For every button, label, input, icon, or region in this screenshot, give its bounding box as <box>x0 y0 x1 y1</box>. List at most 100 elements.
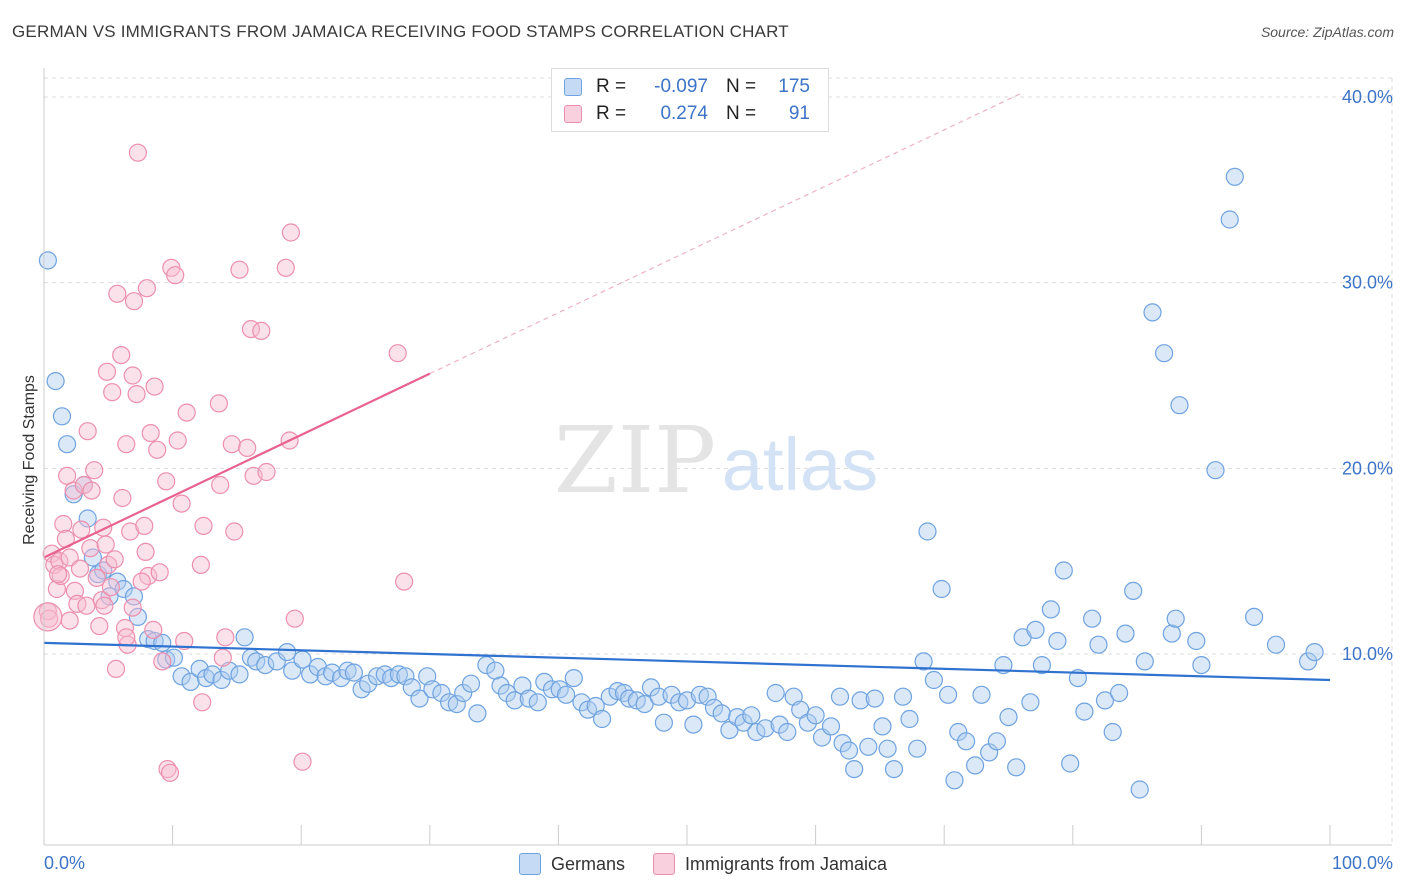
data-point-germans <box>128 607 147 627</box>
data-point-germans <box>918 522 937 541</box>
data-point-germans <box>712 704 731 723</box>
data-point-jamaica <box>124 292 144 311</box>
data-point-germans <box>212 670 231 690</box>
data-point-jamaica <box>64 481 83 500</box>
data-point-germans <box>247 652 266 671</box>
data-point-germans <box>999 707 1018 727</box>
data-point-jamaica <box>193 693 212 712</box>
data-point-jamaica <box>113 488 132 508</box>
data-point-germans <box>592 709 612 729</box>
data-point-germans <box>468 704 487 723</box>
data-point-germans <box>1244 607 1264 627</box>
data-point-jamaica <box>97 362 117 381</box>
data-point-germans <box>924 670 944 690</box>
data-point-germans <box>432 683 451 703</box>
x-tick-label: 0.0% <box>44 853 85 873</box>
data-point-germans <box>932 579 951 599</box>
data-point-germans <box>572 693 591 712</box>
data-point-jamaica <box>148 440 167 459</box>
data-point-germans <box>454 683 473 703</box>
data-point-jamaica <box>105 550 124 569</box>
data-point-germans <box>1082 609 1102 628</box>
data-point-germans <box>865 689 884 708</box>
data-point-jamaica <box>72 520 91 539</box>
data-point-jamaica <box>191 555 210 575</box>
data-point-jamaica <box>87 568 106 588</box>
data-point-jamaica <box>213 648 232 667</box>
data-point-germans <box>873 717 892 736</box>
series-legend-label: Immigrants from Jamaica <box>684 853 888 874</box>
data-point-germans <box>338 661 357 680</box>
legend-swatch-blue <box>564 78 582 96</box>
series-legend: Germans Immigrants from Jamaica <box>0 853 1406 875</box>
data-point-jamaica <box>211 475 230 495</box>
data-point-germans <box>542 680 562 699</box>
data-point-germans <box>267 652 286 671</box>
data-point-jamaica <box>144 620 163 640</box>
legend-r-value: -0.097 <box>654 76 708 97</box>
data-point-germans <box>447 694 466 714</box>
data-point-germans <box>756 719 775 738</box>
data-point-germans <box>1021 693 1040 712</box>
data-point-germans <box>278 642 297 662</box>
legend-r-value: 0.274 <box>660 103 708 124</box>
watermark-zip: ZIP <box>554 407 716 514</box>
data-point-germans <box>945 771 964 790</box>
data-point-germans <box>770 715 789 734</box>
data-point-germans <box>1170 396 1189 415</box>
data-point-germans <box>900 709 919 729</box>
data-point-jamaica <box>82 481 101 500</box>
data-point-germans <box>505 691 524 710</box>
data-point-germans <box>556 685 576 704</box>
data-point-germans <box>235 628 254 647</box>
data-point-jamaica <box>132 572 151 591</box>
legend-r-label: R = <box>596 103 627 124</box>
data-point-germans <box>519 689 538 708</box>
data-point-jamaica <box>238 438 257 457</box>
legend-row-jamaica: R = 0.274 N = 91 <box>564 102 810 126</box>
data-point-germans <box>956 732 976 751</box>
legend-n-label: N = <box>726 103 757 124</box>
legend-row-germans: R = -0.097 N = 175 <box>564 75 810 99</box>
series-legend-jamaica[interactable]: Immigrants from Jamaica <box>652 853 888 875</box>
data-point-jamaica <box>285 609 304 628</box>
y-tick-label: 30.0% <box>1342 273 1393 293</box>
data-point-jamaica <box>216 628 235 647</box>
data-point-germans <box>139 629 158 649</box>
data-point-jamaica <box>85 461 104 480</box>
legend-n-value: 175 <box>778 76 810 97</box>
data-point-jamaica <box>90 616 109 636</box>
data-point-germans <box>1166 609 1185 628</box>
data-point-jamaica <box>81 539 100 558</box>
data-point-jamaica <box>257 462 276 482</box>
data-point-germans <box>949 722 968 742</box>
data-point-germans <box>1162 624 1181 643</box>
data-point-germans <box>1154 344 1174 363</box>
trend-extension-jamaica <box>429 92 1022 375</box>
data-point-jamaica <box>395 572 414 591</box>
series-swatch-blue <box>518 853 541 875</box>
data-point-germans <box>1135 652 1154 671</box>
data-point-jamaica <box>103 383 122 402</box>
data-point-germans <box>344 663 363 682</box>
series-legend-germans[interactable]: Germans <box>518 853 625 875</box>
chart-title: GERMAN VS IMMIGRANTS FROM JAMAICA RECEIV… <box>12 22 789 41</box>
data-point-jamaica <box>54 514 73 534</box>
data-point-germans <box>878 739 897 758</box>
series-swatch-pink <box>652 853 675 875</box>
data-point-germans <box>778 722 797 742</box>
data-point-germans <box>641 678 661 697</box>
data-point-jamaica <box>60 611 79 630</box>
y-tick-label: 40.0% <box>1342 87 1393 107</box>
data-point-jamaica <box>136 542 155 562</box>
data-point-germans <box>1266 635 1286 654</box>
data-point-germans <box>528 693 547 712</box>
data-point-germans <box>1048 631 1067 651</box>
data-point-germans <box>301 665 320 684</box>
data-point-jamaica <box>172 494 191 513</box>
data-point-germans <box>972 685 991 704</box>
data-point-germans <box>1220 210 1239 229</box>
data-point-germans <box>172 667 191 686</box>
data-point-germans <box>1305 642 1324 662</box>
